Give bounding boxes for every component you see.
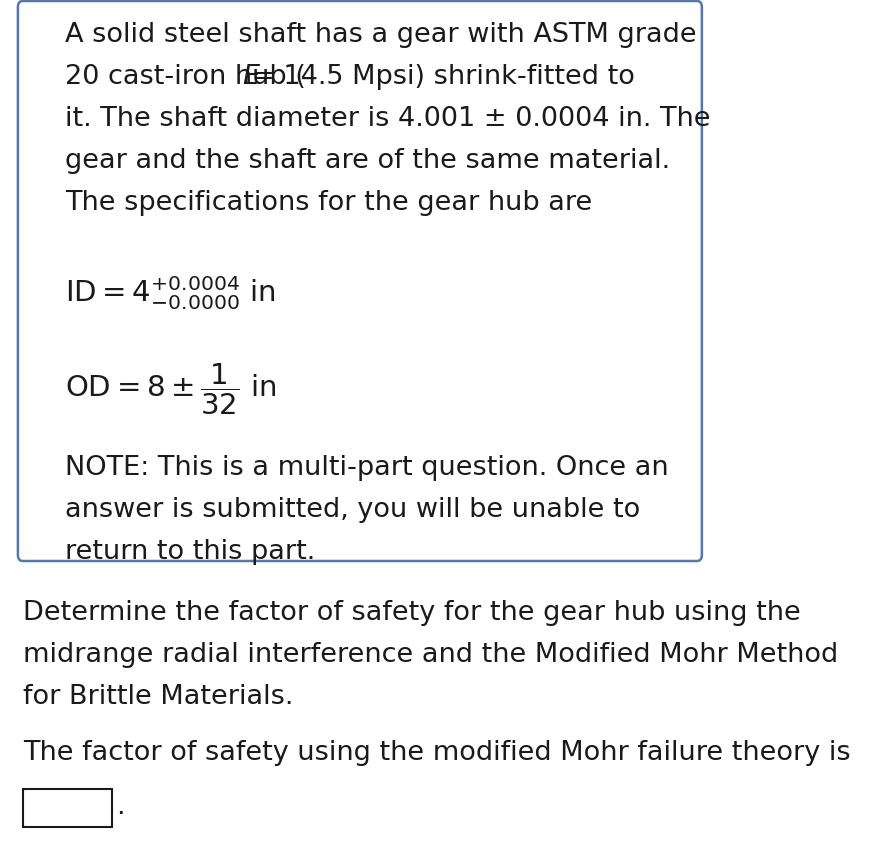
Text: $\mathrm{ID} = 4^{+0.0004}_{-0.0000}\ \mathrm{in}$: $\mathrm{ID} = 4^{+0.0004}_{-0.0000}\ \m… [65, 274, 276, 311]
Text: E: E [242, 64, 260, 90]
Text: $\mathrm{OD} = 8 \pm \dfrac{1}{32}\ \mathrm{in}$: $\mathrm{OD} = 8 \pm \dfrac{1}{32}\ \mat… [65, 362, 277, 417]
Text: The factor of safety using the modified Mohr failure theory is: The factor of safety using the modified … [23, 740, 850, 765]
Text: gear and the shaft are of the same material.: gear and the shaft are of the same mater… [65, 148, 670, 174]
Text: .: . [117, 793, 125, 819]
Text: A solid steel shaft has a gear with ASTM grade: A solid steel shaft has a gear with ASTM… [65, 22, 697, 48]
Bar [23, 789, 112, 827]
Text: NOTE: This is a multi-part question. Once an: NOTE: This is a multi-part question. Onc… [65, 454, 669, 480]
Text: answer is submitted, you will be unable to: answer is submitted, you will be unable … [65, 496, 640, 522]
Text: Determine the factor of safety for the gear hub using the: Determine the factor of safety for the g… [23, 600, 801, 625]
FancyBboxPatch shape [18, 2, 702, 561]
Text: midrange radial interference and the Modified Mohr Method: midrange radial interference and the Mod… [23, 641, 838, 667]
Text: for Brittle Materials.: for Brittle Materials. [23, 683, 293, 709]
Text: = 14.5 Mpsi) shrink-fitted to: = 14.5 Mpsi) shrink-fitted to [253, 64, 636, 90]
Text: The specifications for the gear hub are: The specifications for the gear hub are [65, 189, 592, 216]
Text: 20 cast-iron hub (: 20 cast-iron hub ( [65, 64, 306, 90]
Text: it. The shaft diameter is 4.001 ± 0.0004 in. The: it. The shaft diameter is 4.001 ± 0.0004… [65, 106, 711, 132]
Text: return to this part.: return to this part. [65, 538, 316, 564]
